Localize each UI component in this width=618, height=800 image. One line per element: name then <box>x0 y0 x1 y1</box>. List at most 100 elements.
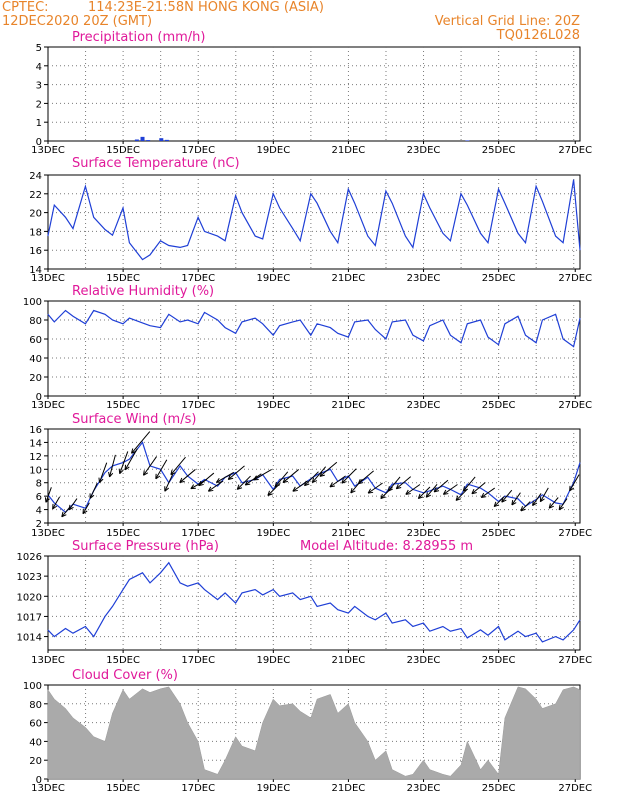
wind-arrow-head <box>442 489 447 495</box>
wind-arrow-head <box>501 497 504 503</box>
wind-arrow-head <box>520 508 526 512</box>
rh-xtick-label: 25DEC <box>482 400 516 411</box>
wind-arrow-head <box>405 493 411 495</box>
temp-frame <box>47 174 581 270</box>
wind-arrow-head <box>274 484 280 488</box>
wind-arrow <box>170 456 186 475</box>
wind-arrow <box>539 487 549 502</box>
temp-title: Surface Temperature (nC) <box>72 156 240 171</box>
rh-xtick-label: 21DEC <box>332 400 366 411</box>
precip-ytick-label: 5 <box>36 43 42 54</box>
wind-xtick-label: 25DEC <box>482 528 516 539</box>
wind-arrow-head <box>236 484 240 490</box>
wind-arrow <box>282 469 299 483</box>
wind-arrow <box>274 471 289 488</box>
wind-arrow-head <box>282 477 286 483</box>
pressure-xtick-label: 27DEC <box>558 655 592 666</box>
wind-arrow-head <box>350 487 353 494</box>
pressure-xtick-label: 13DEC <box>31 655 65 666</box>
wind-arrow <box>131 431 151 454</box>
wind-arrow-head <box>532 502 538 506</box>
rh-xtick-label: 19DEC <box>256 400 290 411</box>
wind-arrow-head <box>311 477 315 483</box>
wind-frame <box>47 428 581 524</box>
wind-arrow <box>155 459 168 480</box>
wind-arrow-head <box>267 493 273 496</box>
wind-panel: 2 4 6 8 10 12 14 16 13DEC 15DEC 17DEC 19DEC 21DEC 23D… <box>29 412 592 539</box>
wind-arrow <box>82 502 90 514</box>
wind-arrow-head <box>433 487 437 493</box>
wind-arrow-head <box>190 484 195 489</box>
pressure-xtick-label: 17DEC <box>181 655 215 666</box>
wind-arrow-head <box>245 483 251 486</box>
cloud-panel: 0 20 40 60 80 100 13DEC 15DEC 17DEC 19DEC 21DEC 23D… <box>23 668 592 794</box>
wind-arrow-head <box>368 491 374 494</box>
cloud-ytick-label: 0 <box>36 775 42 786</box>
cloud-xtick-label: 13DEC <box>31 783 65 794</box>
header-grid-line: Vertical Grid Line: 20Z <box>435 14 580 29</box>
precip-ytick-label: 1 <box>36 118 42 129</box>
precip-bar <box>164 139 169 141</box>
wind-arrow-head <box>380 496 386 500</box>
wind-arrow <box>532 493 542 506</box>
wind-arrow-head <box>304 483 310 487</box>
rh-line <box>47 309 581 348</box>
wind-arrow-head <box>494 504 500 508</box>
pressure-ytick-label: 1026 <box>17 552 42 563</box>
wind-arrow-head <box>357 479 361 485</box>
wind-arrow-head <box>481 496 487 498</box>
wind-arrow-head <box>395 483 399 489</box>
temp-ytick-label: 24 <box>29 171 42 182</box>
wind-arrow-head <box>155 475 161 480</box>
header-source: CPTEC: <box>2 0 49 15</box>
wind-arrow-head <box>228 477 234 480</box>
pressure-xtick-label: 19DEC <box>256 655 290 666</box>
temp-ytick-label: 16 <box>29 246 42 257</box>
rh-xtick-label: 15DEC <box>106 400 140 411</box>
wind-arrow-head <box>142 470 145 476</box>
wind-arrow-head <box>119 469 124 475</box>
wind-arrow <box>405 484 421 495</box>
wind-arrow-head <box>207 486 212 492</box>
temp-xtick-label: 27DEC <box>558 273 592 284</box>
pressure-subtitle: Model Altitude: 8.28955 m <box>300 539 473 554</box>
wind-arrow <box>179 469 196 483</box>
wind-ytick-label: 8 <box>36 479 42 490</box>
wind-arrow-head <box>99 478 104 483</box>
wind-arrow-head <box>216 477 220 483</box>
wind-arrow <box>455 488 468 501</box>
precip-bar <box>159 138 164 141</box>
wind-arrow-head <box>471 492 477 495</box>
wind-arrow <box>341 468 357 484</box>
cloud-xtick-label: 23DEC <box>407 783 441 794</box>
rh-ytick-label: 100 <box>23 297 42 308</box>
wind-arrow-head <box>350 490 356 494</box>
wind-arrow <box>143 456 157 476</box>
header-code: TQ0126L028 <box>496 28 580 43</box>
temp-line <box>47 179 581 261</box>
wind-arrow <box>208 480 224 492</box>
wind-arrow <box>558 498 568 511</box>
wind-arrows <box>44 431 580 518</box>
wind-arrow-head <box>292 489 298 492</box>
precip-ytick-label: 3 <box>36 81 42 92</box>
wind-arrow-head <box>179 480 185 484</box>
wind-ytick-label: 14 <box>29 438 42 449</box>
cloud-title: Cloud Cover (%) <box>72 668 178 683</box>
precip-xtick-label: 27DEC <box>558 145 592 156</box>
precip-xtick-label: 23DEC <box>407 145 441 156</box>
wind-arrow-head <box>463 488 469 492</box>
wind-xtick-label: 19DEC <box>256 528 290 539</box>
wind-arrow <box>418 486 431 499</box>
wind-arrow-head <box>282 480 289 484</box>
pressure-ytick-label: 1014 <box>17 633 42 644</box>
wind-arrow <box>387 476 401 492</box>
wind-arrow-head <box>434 490 440 493</box>
wind-arrow-head <box>418 496 424 500</box>
temp-ytick-label: 22 <box>29 190 42 201</box>
wind-arrow <box>253 469 272 481</box>
temp-xtick-label: 23DEC <box>407 273 441 284</box>
cloud-xtick-label: 21DEC <box>332 783 366 794</box>
wind-arrow <box>304 471 319 487</box>
temp-xtick-label: 21DEC <box>332 273 366 284</box>
